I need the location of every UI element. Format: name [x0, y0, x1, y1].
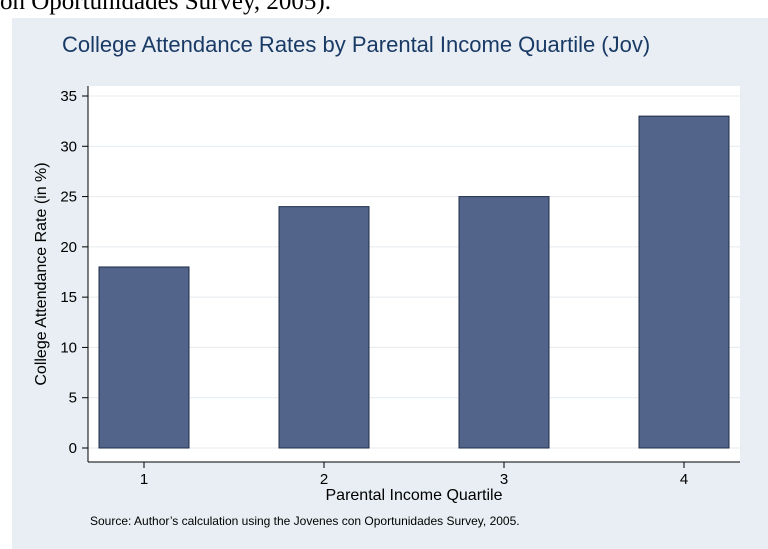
bar-quartile-3	[458, 196, 550, 449]
bar-quartile-2	[278, 206, 370, 449]
x-tick-label: 3	[500, 471, 508, 488]
y-tick-label: 25	[60, 189, 77, 206]
gridlines	[88, 95, 740, 449]
y-tick-label: 30	[60, 138, 77, 155]
bar-quartile-1	[98, 266, 190, 449]
bars	[98, 115, 730, 449]
y-axis-ticks: 0 5 10 15 20 25 30 35	[60, 88, 88, 457]
x-axis-ticks: 1 2 3 4	[140, 462, 688, 488]
bar-quartile-4	[638, 115, 730, 449]
y-tick-label: 20	[60, 239, 77, 256]
y-axis-title: College Attendance Rate (in %)	[33, 162, 50, 385]
y-tick-label: 35	[60, 88, 77, 105]
y-tick-label: 10	[60, 339, 77, 356]
chart-title: College Attendance Rates by Parental Inc…	[62, 32, 650, 57]
plot-area	[88, 86, 740, 462]
x-tick-label: 4	[680, 471, 688, 488]
y-tick-label: 5	[69, 390, 77, 407]
y-tick-label: 15	[60, 289, 77, 306]
y-tick-label: 0	[69, 440, 77, 457]
source-note: Source: Author’s calculation using the J…	[90, 514, 520, 528]
x-tick-label: 1	[140, 471, 148, 488]
x-tick-label: 2	[320, 471, 328, 488]
caption-fragment: on Oportunidades Survey, 2005).	[0, 0, 331, 15]
x-axis-title: Parental Income Quartile	[326, 487, 503, 504]
